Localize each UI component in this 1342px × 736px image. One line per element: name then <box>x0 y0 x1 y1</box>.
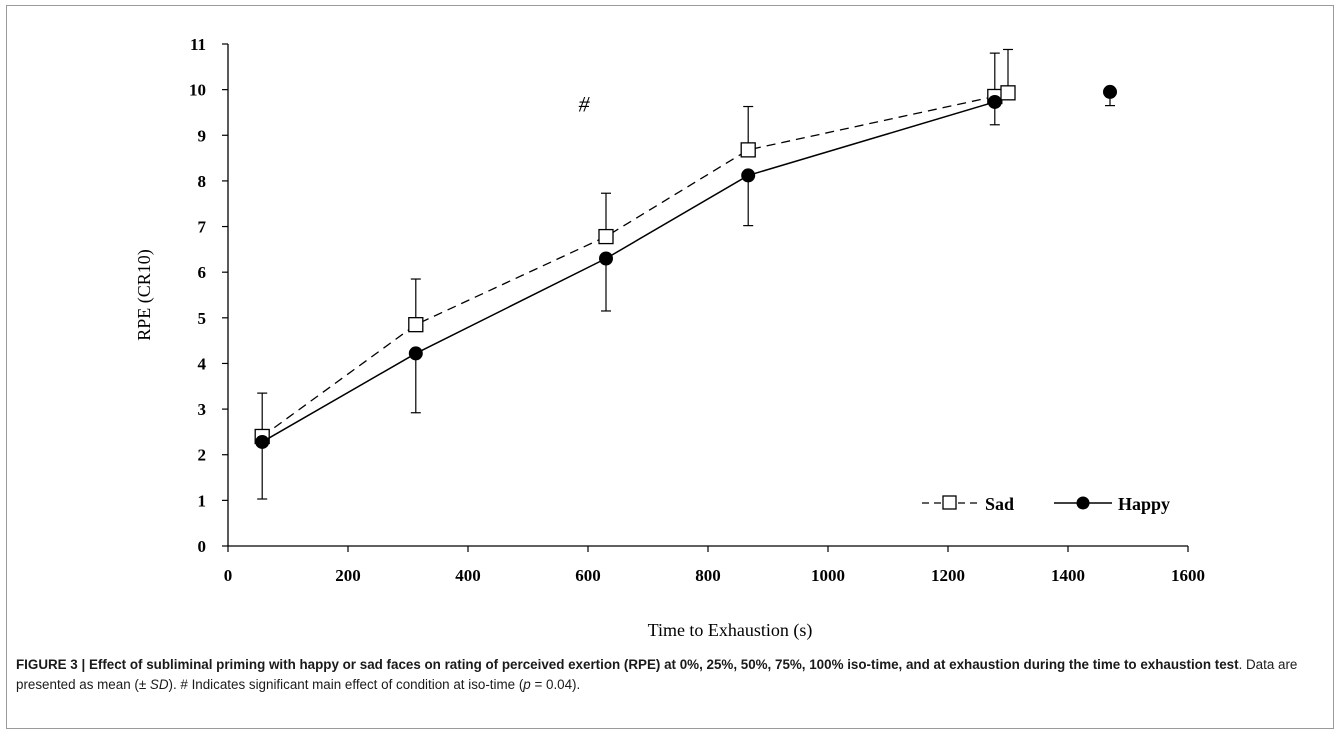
y-tick-label: 6 <box>198 263 207 282</box>
y-tick-label: 8 <box>198 172 207 191</box>
y-tick-label: 1 <box>198 491 207 510</box>
data-point <box>987 94 1002 109</box>
legend-sad-label: Sad <box>985 494 1014 514</box>
data-point <box>740 142 756 158</box>
legend-happy-marker <box>1076 496 1090 510</box>
caption-text-2: ). # Indicates significant main effect o… <box>168 677 524 692</box>
data-point <box>255 434 270 449</box>
series-happy <box>255 84 1117 500</box>
series-line <box>261 101 996 443</box>
x-tick-label: 200 <box>335 566 361 585</box>
x-tick-label: 1000 <box>811 566 845 585</box>
legend-happy-label: Happy <box>1118 494 1170 514</box>
x-tick-label: 600 <box>575 566 601 585</box>
axes <box>227 44 1188 547</box>
y-ticks: 0 1 2 3 4 5 6 7 8 9 10 11 <box>189 35 228 556</box>
caption-text-1: . Data are presented as mean (± <box>16 657 1298 692</box>
x-axis-title: Time to Exhaustion (s) <box>648 620 813 641</box>
x-tick-label: 0 <box>224 566 233 585</box>
caption-text-3: = 0.04). <box>530 677 581 692</box>
x-ticks: 0 200 400 600 800 1000 1200 1400 1600 <box>224 546 1205 585</box>
legend: Sad Happy <box>922 494 1170 514</box>
data-point <box>408 317 424 333</box>
caption-title: FIGURE 3 | Effect of subliminal priming … <box>16 657 1239 672</box>
caption-p: p <box>523 677 531 692</box>
y-tick-label: 11 <box>190 35 206 54</box>
y-axis-title: RPE (CR10) <box>134 249 155 341</box>
data-point <box>1000 85 1016 101</box>
data-point <box>1103 84 1117 99</box>
y-tick-label: 7 <box>198 218 207 237</box>
y-tick-label: 5 <box>198 309 207 328</box>
legend-sad-marker <box>942 495 957 510</box>
significance-annotation: # <box>579 91 591 116</box>
series-line <box>261 92 1009 437</box>
data-point <box>599 251 613 266</box>
y-tick-label: 9 <box>198 126 207 145</box>
y-tick-label: 0 <box>198 537 207 556</box>
data-point <box>741 168 756 183</box>
series-sad <box>254 48 1016 445</box>
series-layer <box>254 48 1117 500</box>
y-tick-label: 4 <box>198 354 207 373</box>
figure-caption: FIGURE 3 | Effect of subliminal priming … <box>16 655 1322 695</box>
x-tick-label: 1200 <box>931 566 965 585</box>
line-chart: 0 1 2 3 4 5 6 7 8 9 10 11 0 200 400 600 800 1000 1200 1400… <box>134 35 1205 641</box>
y-tick-label: 3 <box>198 400 207 419</box>
x-tick-label: 1600 <box>1171 566 1205 585</box>
caption-sd: SD <box>149 677 169 692</box>
data-point <box>408 346 423 361</box>
y-tick-label: 2 <box>198 446 207 465</box>
x-tick-label: 400 <box>455 566 481 585</box>
y-tick-label: 10 <box>189 81 206 100</box>
figure-frame <box>6 5 1334 729</box>
data-point <box>598 228 614 245</box>
x-tick-label: 1400 <box>1051 566 1085 585</box>
x-tick-label: 800 <box>695 566 721 585</box>
